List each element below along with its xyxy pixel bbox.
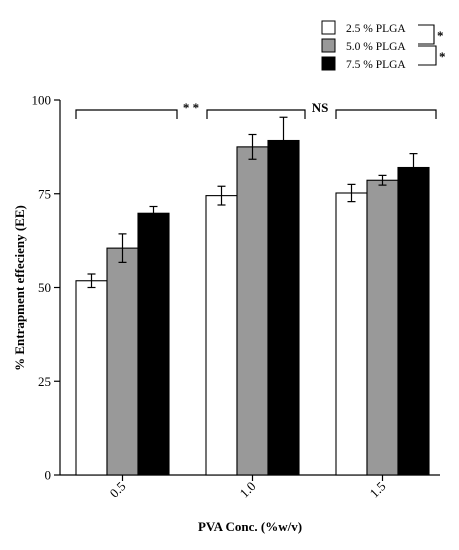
legend-label-5-0: 5.0 % PLGA <box>346 41 406 53</box>
bar <box>267 139 300 476</box>
legend-star-bottom: * <box>439 49 446 64</box>
x-axis-title: PVA Conc. (%w/v) <box>198 519 302 534</box>
y-tick-label: 25 <box>38 374 51 389</box>
error-bar <box>217 185 226 206</box>
bar <box>137 212 170 476</box>
error-bar <box>347 183 356 203</box>
y-tick-label: 100 <box>32 93 52 108</box>
error-bar <box>279 116 288 165</box>
error-bar <box>149 205 158 221</box>
legend-swatch-7-5 <box>321 56 336 71</box>
significance-label-double-star: * * <box>183 100 199 115</box>
legend-bracket-bottom <box>418 45 437 66</box>
bar <box>106 247 139 476</box>
error-bar <box>409 153 418 182</box>
x-tick-label: 0.5 <box>107 479 129 501</box>
legend-star-top: * <box>437 28 444 43</box>
significance-bracket-right <box>335 109 437 119</box>
x-tick-label: 1.5 <box>367 479 389 501</box>
bar <box>366 179 399 476</box>
significance-bracket-middle <box>206 109 306 119</box>
x-tick-label: 1.0 <box>237 479 259 501</box>
error-bar <box>118 233 127 263</box>
y-axis-ticks: 0 25 50 75 100 <box>32 93 60 483</box>
y-tick-label: 50 <box>38 280 51 295</box>
bar-series <box>75 116 430 476</box>
y-tick-label: 0 <box>45 468 52 483</box>
bar <box>397 166 430 476</box>
y-axis-title: % Entrapment effecieny (EE) <box>12 205 27 371</box>
legend: 2.5 % PLGA 5.0 % PLGA 7.5 % PLGA * * <box>321 20 446 71</box>
legend-bracket-top <box>418 24 435 45</box>
bar <box>335 192 368 476</box>
bar <box>236 146 269 476</box>
significance-bracket-left <box>75 109 178 119</box>
error-bar <box>248 133 257 160</box>
error-bar <box>378 174 387 186</box>
bar <box>75 280 108 476</box>
legend-swatch-5-0 <box>321 38 336 53</box>
significance-label-ns: NS <box>312 100 329 115</box>
legend-label-7-5: 7.5 % PLGA <box>346 59 406 71</box>
y-tick-label: 75 <box>38 186 51 201</box>
bar <box>205 195 238 476</box>
x-axis-ticks: 0.5 1.0 1.5 <box>107 475 389 501</box>
error-bar <box>87 273 96 289</box>
legend-label-2-5: 2.5 % PLGA <box>346 23 406 35</box>
legend-swatch-2-5 <box>321 20 336 35</box>
